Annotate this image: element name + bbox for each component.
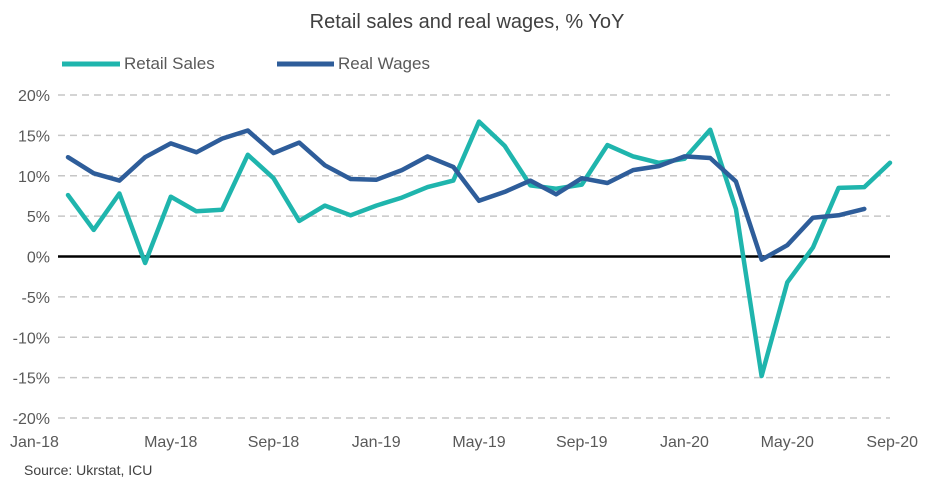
x-tick-label: May-18	[144, 434, 197, 451]
x-tick-label: Sep-18	[248, 434, 300, 451]
x-tick-label: Jan-19	[352, 434, 401, 451]
y-tick-label: 20%	[18, 88, 50, 105]
series-lines	[65, 119, 893, 379]
y-tick-label: 15%	[18, 128, 50, 145]
y-tick-label: -10%	[13, 330, 50, 347]
y-tick-label: -20%	[13, 411, 50, 428]
source-note: Source: Ukrstat, ICU	[24, 462, 152, 478]
x-tick-label: May-20	[761, 434, 814, 451]
x-tick-label: Jan-18	[10, 434, 59, 451]
legend-label-real-wages: Real Wages	[338, 54, 430, 73]
y-tick-label: 0%	[27, 250, 50, 267]
y-axis-ticks: 20% 15% 10% 5% 0% -5% -10% -15% -20%	[13, 88, 50, 428]
x-tick-label: Sep-20	[866, 434, 918, 451]
y-tick-label: 5%	[27, 209, 50, 226]
x-tick-label: Jan-20	[660, 434, 709, 451]
y-tick-label: -5%	[22, 290, 50, 307]
x-axis-ticks: Jan-18 May-18 Sep-18 Jan-19 May-19 Sep-19 Jan-…	[10, 434, 918, 451]
series-line-real-wages	[65, 128, 867, 262]
legend-label-retail-sales: Retail Sales	[124, 54, 215, 73]
x-tick-label: May-19	[452, 434, 505, 451]
gridlines	[58, 94, 890, 419]
y-tick-label: 10%	[18, 169, 50, 186]
chart-title: Retail sales and real wages, % YoY	[310, 11, 625, 33]
y-tick-label: -15%	[13, 371, 50, 388]
legend: Retail Sales Real Wages	[62, 54, 430, 73]
x-tick-label: Sep-19	[556, 434, 608, 451]
